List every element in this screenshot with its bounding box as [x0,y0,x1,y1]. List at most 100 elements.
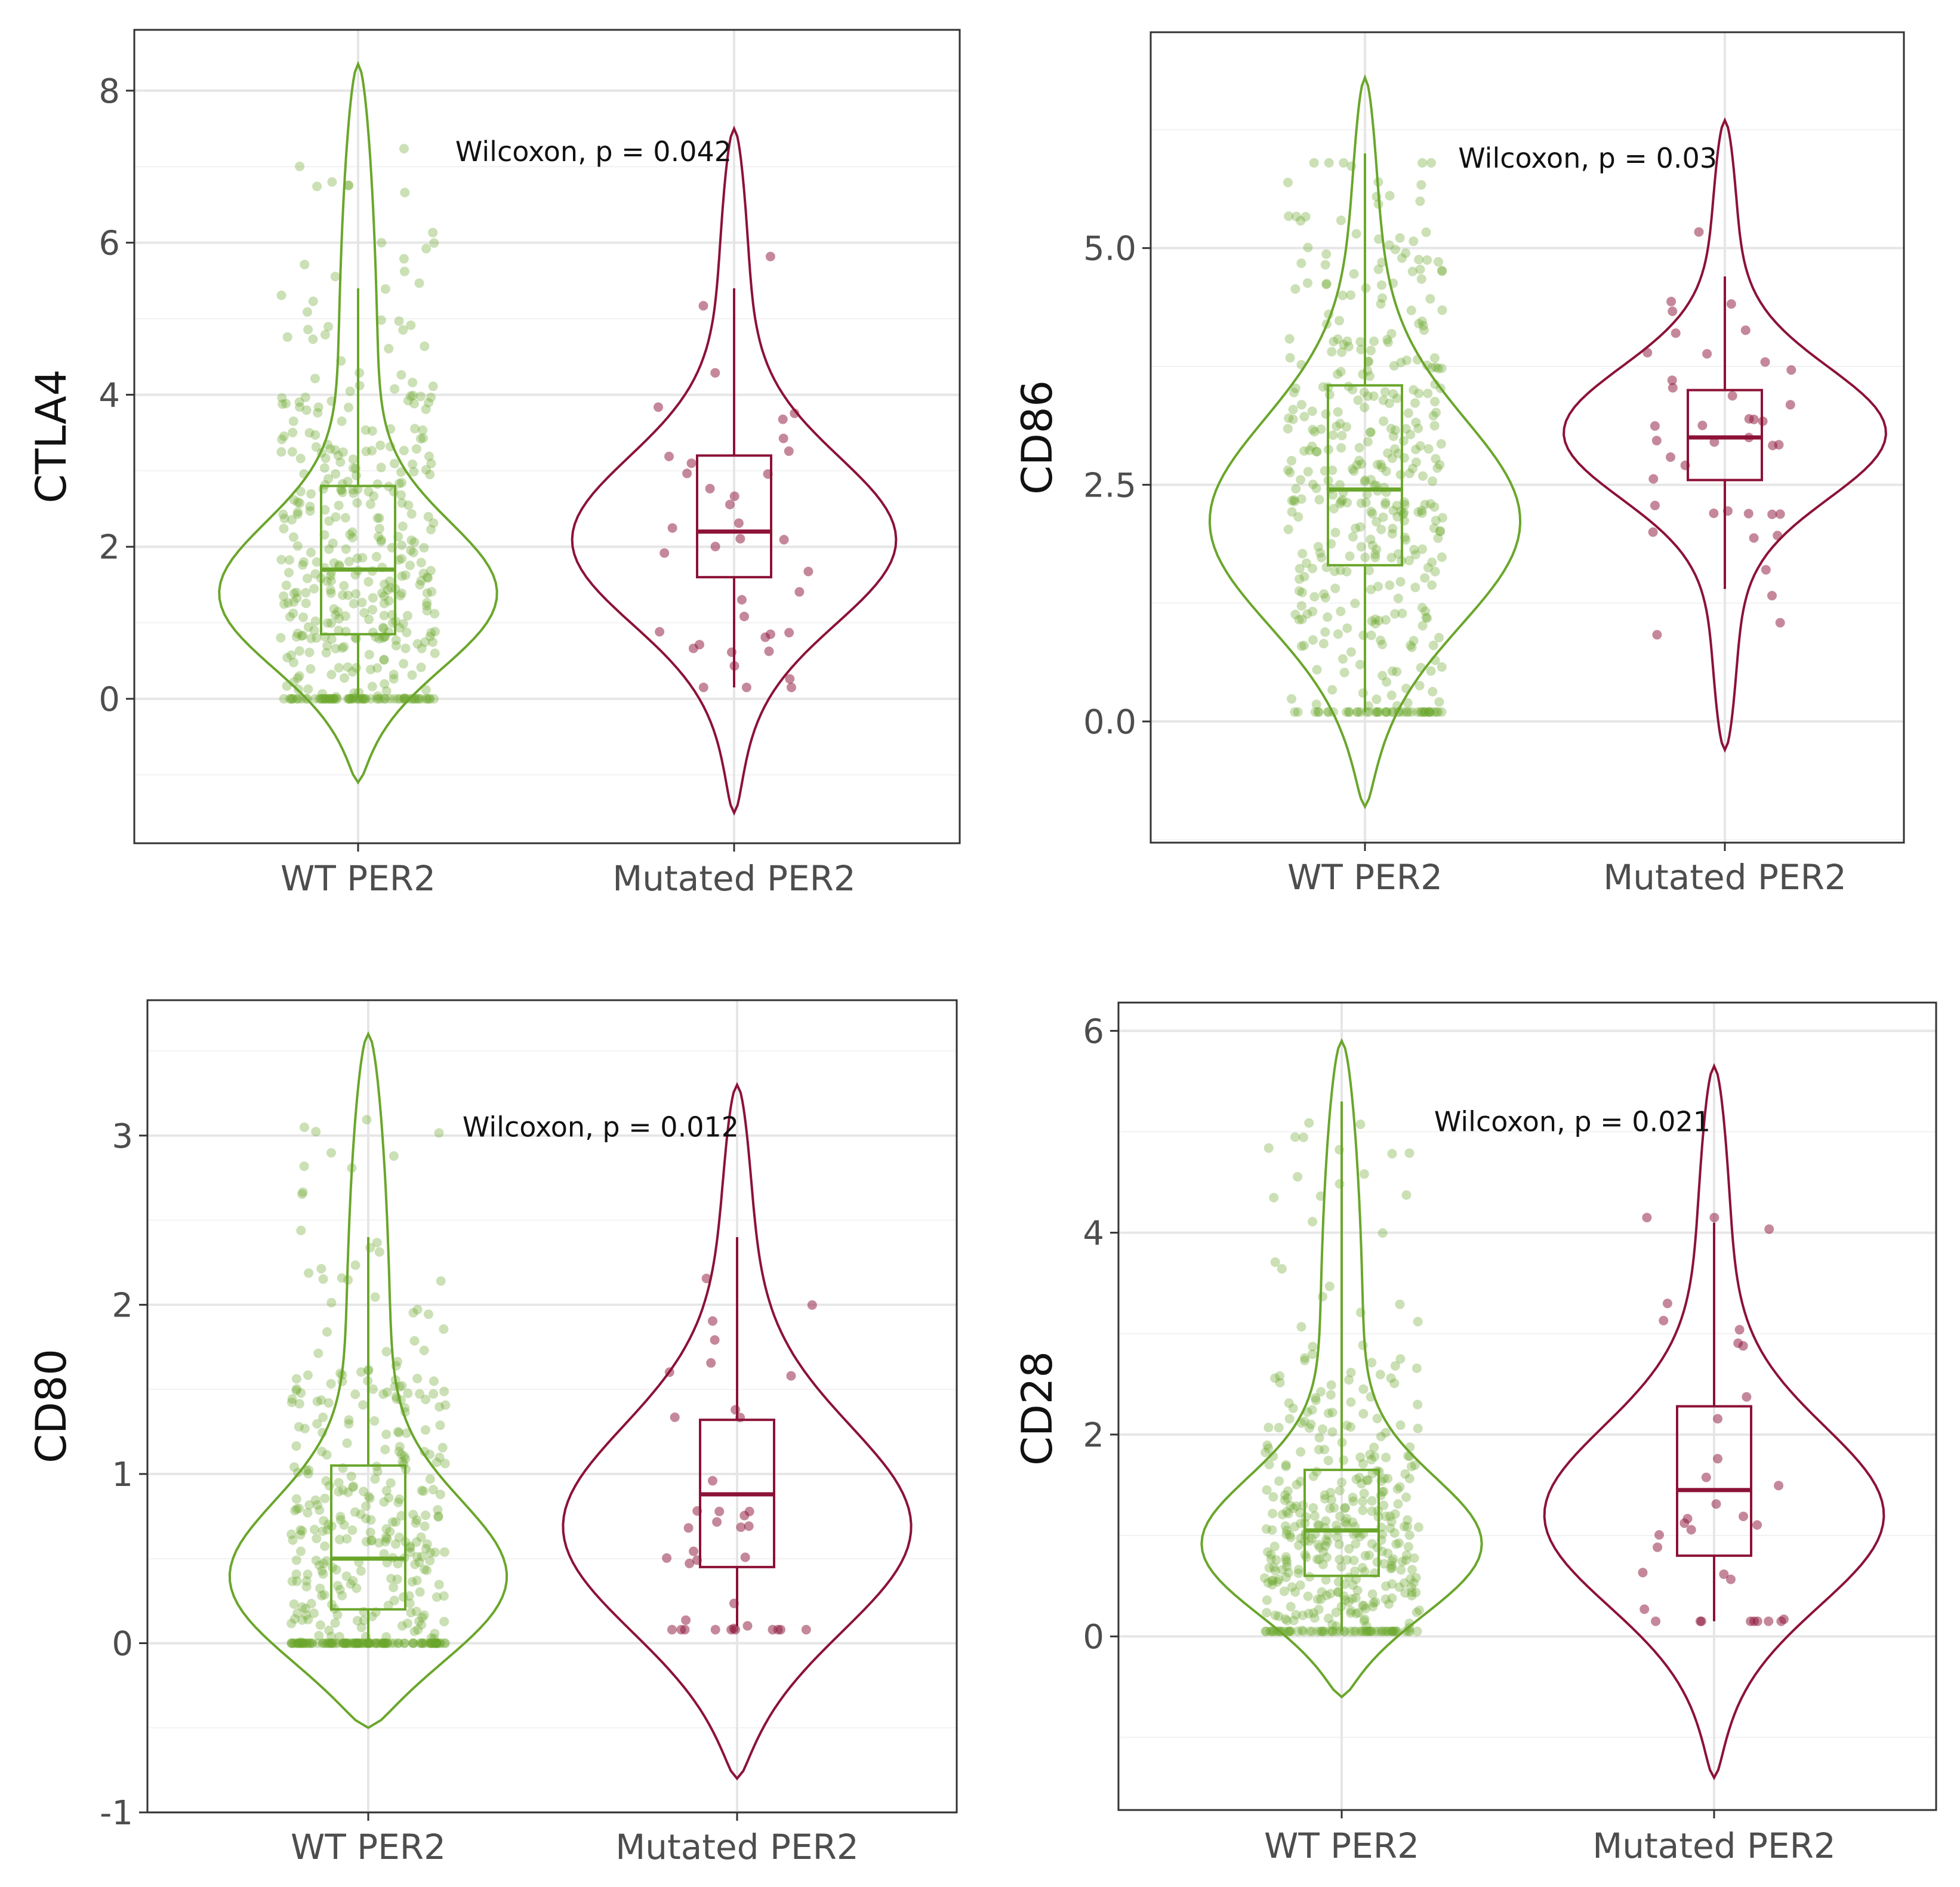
plot-frame [146,999,958,1814]
data-point [422,572,432,582]
data-point [286,1618,297,1629]
data-point [1395,233,1405,243]
data-point [334,1632,344,1642]
data-point [1392,501,1402,511]
group-wt [218,60,498,785]
data-point [1359,1626,1369,1636]
data-point [337,1376,347,1386]
y-tick-label: 0 [1083,1618,1104,1657]
data-point [1401,355,1412,365]
data-point [1362,1475,1372,1485]
data-point [310,694,320,704]
data-point [384,596,394,606]
data-point [1288,1403,1298,1413]
data-point [281,580,291,590]
data-point [324,1481,334,1491]
data-point [440,1459,450,1469]
data-point [1417,505,1427,516]
data-point [1263,1443,1274,1453]
data-point [1386,1561,1397,1571]
data-point [1356,344,1366,354]
data-point [1370,707,1380,717]
data-point [1352,460,1362,470]
data-point [372,663,383,673]
iqr-box [696,454,772,579]
data-point [1668,383,1678,393]
data-point [1320,627,1330,637]
data-point [1321,1575,1331,1585]
data-point [440,1638,451,1648]
data-point [320,1638,331,1648]
data-point [1399,1522,1409,1531]
data-point [1300,1353,1310,1363]
data-point [1437,552,1447,562]
data-point [1380,1427,1391,1438]
data-point [1355,659,1365,670]
data-point [1427,363,1437,373]
data-point [1377,257,1387,267]
plot-background [134,30,960,843]
data-point [1734,1325,1745,1335]
data-point [319,1516,329,1526]
data-point [440,1400,451,1410]
data-point [1355,1531,1365,1541]
data-point [331,643,341,653]
data-point [421,465,431,475]
data-point [425,1450,434,1460]
data-point [347,532,358,542]
data-point [1386,1516,1397,1527]
data-point [359,1487,369,1497]
data-point [1387,707,1397,717]
data-point [1291,484,1301,494]
data-point [336,356,346,366]
data-point [1307,441,1317,451]
data-point [773,1624,783,1635]
data-point [1290,1522,1300,1532]
data-point [1417,508,1427,518]
data-point [357,694,367,704]
data-point [344,694,355,704]
data-point [425,694,435,704]
data-point [1287,1582,1297,1592]
data-point [393,1638,403,1648]
data-point [285,694,295,704]
data-point [1296,360,1306,370]
data-point [1416,662,1426,673]
data-point [303,1469,313,1479]
data-point [1653,1542,1663,1552]
data-point [383,1638,392,1648]
data-point [424,451,434,461]
data-point [410,424,420,434]
data-point [350,1638,360,1648]
data-point [282,681,292,691]
data-point [1359,1488,1369,1498]
data-point [310,374,320,384]
data-point [346,1471,356,1481]
data-point [381,1524,392,1534]
data-point [1407,642,1417,652]
data-point [430,627,440,637]
data-point [1419,325,1429,335]
data-point [1383,1548,1393,1558]
data-point [376,315,386,325]
data-point [381,1638,391,1648]
data-point [1362,1626,1372,1636]
data-point [1404,1618,1414,1629]
data-point [296,1546,306,1556]
data-point [358,694,368,704]
data-point [359,1615,369,1626]
data-point [1423,444,1434,454]
data-point [1420,707,1430,717]
data-point [344,1419,354,1429]
data-point [439,1638,449,1648]
data-point [1377,640,1387,649]
data-point [1650,501,1660,510]
data-point [1385,580,1395,590]
data-point [1285,467,1295,477]
data-point [708,1476,717,1486]
data-point [384,576,395,586]
data-point [1303,1608,1314,1618]
data-point [295,1530,306,1540]
data-point [1775,618,1785,628]
